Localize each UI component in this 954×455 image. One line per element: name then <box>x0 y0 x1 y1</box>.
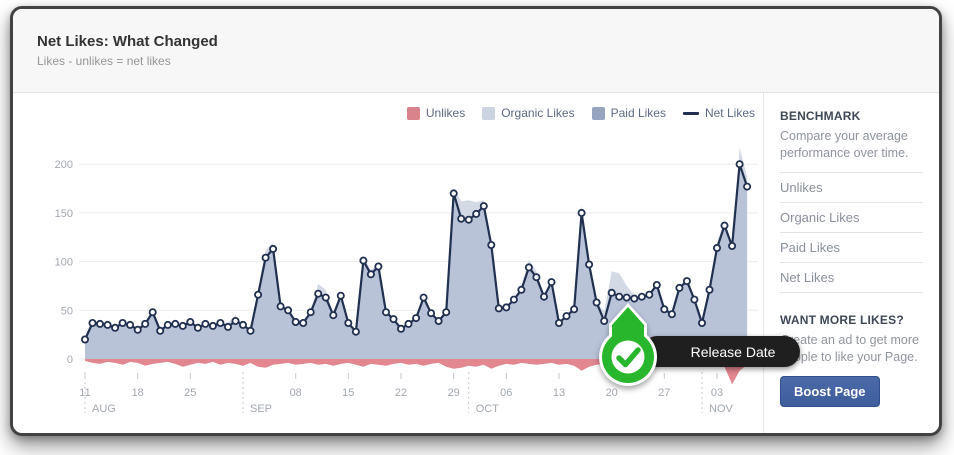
benchmark-sidebar: BENCHMARK Compare your average performan… <box>763 93 939 433</box>
release-date-label: Release Date <box>690 343 776 360</box>
legend-item-unlikes[interactable]: Unlikes <box>406 106 466 120</box>
svg-text:27: 27 <box>658 387 670 399</box>
release-date-marker-icon <box>599 303 657 386</box>
legend-line-swatch <box>682 111 699 115</box>
x-axis: AUG SEP OCT NOV 11 18 25 08 15 22 29 06 13 20 27 03 <box>79 372 734 415</box>
svg-text:200: 200 <box>55 159 73 171</box>
want-more-likes-section: WANT MORE LIKES? Create an ad to get mor… <box>780 313 923 407</box>
svg-text:50: 50 <box>61 305 73 317</box>
legend-color-swatch <box>591 106 605 120</box>
paid-likes-area <box>85 164 748 359</box>
svg-text:0: 0 <box>67 354 73 366</box>
page-subtitle: Likes - unlikes = net likes <box>37 54 171 68</box>
legend-item-organic-likes[interactable]: Organic Likes <box>482 106 575 120</box>
unlikes-area <box>85 359 748 385</box>
want-more-likes-description: Create an ad to get more people to like … <box>780 332 919 364</box>
benchmark-item-organic-likes[interactable]: Organic Likes <box>780 201 923 232</box>
legend-item-paid-likes[interactable]: Paid Likes <box>591 106 666 120</box>
legend-label: Unlikes <box>425 106 466 120</box>
svg-text:03: 03 <box>711 387 723 399</box>
svg-text:22: 22 <box>395 387 407 399</box>
legend-label: Organic Likes <box>501 106 575 120</box>
benchmark-item-paid-likes[interactable]: Paid Likes <box>780 231 923 262</box>
svg-text:08: 08 <box>290 387 302 399</box>
svg-text:SEP: SEP <box>250 403 272 415</box>
legend-label: Net Likes <box>704 106 755 120</box>
svg-text:20: 20 <box>606 387 618 399</box>
chart-legend: Unlikes Organic Likes Paid Likes Net Likes <box>406 106 755 120</box>
net-likes-markers <box>81 160 752 344</box>
svg-text:15: 15 <box>342 387 354 399</box>
svg-text:150: 150 <box>55 208 73 220</box>
benchmark-list: Unlikes Organic Likes Paid Likes Net Likes <box>780 171 923 293</box>
svg-text:18: 18 <box>132 387 144 399</box>
svg-text:11: 11 <box>79 387 90 399</box>
legend-color-swatch <box>406 106 420 120</box>
benchmark-item-net-likes[interactable]: Net Likes <box>780 261 923 293</box>
svg-text:OCT: OCT <box>476 403 500 415</box>
card-header: Net Likes: What Changed Likes - unlikes … <box>13 9 939 93</box>
checkmark-icon <box>616 347 641 368</box>
boost-page-button[interactable]: Boost Page <box>780 375 880 407</box>
svg-text:29: 29 <box>448 387 460 399</box>
benchmark-description: Compare your average performance over ti… <box>780 129 909 160</box>
svg-text:25: 25 <box>184 387 196 399</box>
svg-text:06: 06 <box>500 387 512 399</box>
legend-color-swatch <box>482 106 496 120</box>
want-more-likes-title: WANT MORE LIKES? <box>780 312 904 327</box>
legend-label: Paid Likes <box>610 106 666 120</box>
card-body: Unlikes Organic Likes Paid Likes Net Likes … <box>13 93 939 433</box>
benchmark-title: BENCHMARK <box>780 109 861 123</box>
svg-text:13: 13 <box>553 387 565 399</box>
net-likes-card: Net Likes: What Changed Likes - unlikes … <box>10 6 942 436</box>
benchmark-item-unlikes[interactable]: Unlikes <box>780 171 923 202</box>
legend-item-net-likes[interactable]: Net Likes <box>682 106 755 120</box>
release-date-tooltip: Release Date <box>642 336 800 367</box>
svg-text:AUG: AUG <box>92 403 116 415</box>
page-title: Net Likes: What Changed <box>37 33 218 50</box>
svg-text:100: 100 <box>55 257 73 269</box>
net-likes-chart[interactable]: 0 50 100 150 200 AUG SEP OCT NOV 11 18 25 08 15 22 29 06… <box>13 93 763 433</box>
svg-text:NOV: NOV <box>709 403 734 415</box>
chart-area: Unlikes Organic Likes Paid Likes Net Likes … <box>13 93 763 433</box>
